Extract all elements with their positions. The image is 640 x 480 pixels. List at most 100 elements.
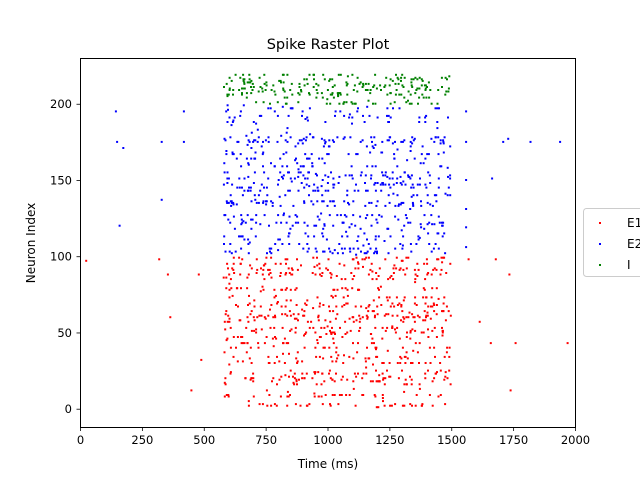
spike-marker bbox=[245, 326, 248, 329]
spike-marker bbox=[280, 134, 283, 137]
spike-marker bbox=[286, 96, 289, 99]
spike-marker bbox=[435, 304, 438, 306]
spike-marker bbox=[282, 87, 285, 90]
spike-marker bbox=[252, 380, 255, 383]
spike-marker bbox=[398, 268, 401, 271]
spike-marker bbox=[399, 175, 402, 178]
spike-marker bbox=[262, 288, 265, 291]
spike-marker bbox=[300, 90, 303, 93]
spike-marker bbox=[412, 78, 415, 81]
spike-marker bbox=[282, 81, 285, 84]
spike-marker bbox=[274, 262, 277, 265]
spike-marker bbox=[328, 79, 331, 82]
spike-marker bbox=[323, 326, 326, 329]
spike-marker bbox=[323, 224, 326, 227]
spike-marker bbox=[393, 305, 396, 308]
spike-marker bbox=[316, 296, 319, 299]
spike-marker bbox=[318, 262, 321, 265]
spike-marker bbox=[348, 174, 351, 177]
legend-marker bbox=[599, 243, 601, 245]
spike-marker bbox=[223, 137, 226, 140]
spike-marker bbox=[333, 331, 336, 334]
spike-marker bbox=[278, 79, 281, 82]
spike-marker bbox=[255, 272, 258, 274]
spike-marker bbox=[442, 302, 445, 305]
spike-marker bbox=[373, 136, 376, 139]
spike-marker bbox=[277, 183, 279, 186]
spike-marker bbox=[322, 235, 325, 238]
spike-marker bbox=[378, 374, 381, 377]
spike-marker bbox=[348, 226, 351, 229]
spike-marker bbox=[320, 395, 323, 398]
spike-marker bbox=[403, 224, 406, 227]
spike-marker bbox=[346, 378, 349, 381]
spike-marker bbox=[404, 183, 407, 186]
spike-marker bbox=[229, 371, 232, 374]
spike-marker bbox=[351, 177, 354, 180]
spike-marker bbox=[465, 246, 468, 249]
spike-marker bbox=[301, 110, 304, 113]
spike-marker bbox=[321, 96, 324, 99]
spike-marker bbox=[323, 223, 326, 226]
spike-marker bbox=[394, 328, 396, 331]
spike-marker bbox=[324, 142, 327, 145]
spike-marker bbox=[354, 305, 357, 308]
spike-marker bbox=[261, 403, 264, 406]
spike-marker bbox=[273, 326, 276, 329]
spike-marker bbox=[236, 287, 239, 290]
spike-marker bbox=[352, 357, 355, 360]
spike-marker bbox=[297, 142, 300, 145]
spike-marker bbox=[430, 250, 433, 253]
spike-marker bbox=[158, 258, 161, 261]
spike-marker bbox=[330, 294, 333, 297]
spike-marker bbox=[375, 204, 378, 207]
spike-marker bbox=[407, 175, 410, 178]
spike-marker bbox=[293, 383, 296, 386]
spike-marker bbox=[290, 82, 293, 85]
spike-marker bbox=[328, 139, 331, 142]
spike-marker bbox=[363, 121, 366, 123]
spike-marker bbox=[224, 383, 227, 386]
spike-marker bbox=[396, 177, 399, 180]
spike-marker bbox=[272, 84, 275, 87]
spike-marker bbox=[362, 372, 365, 375]
spike-marker bbox=[298, 378, 300, 381]
spike-marker bbox=[311, 272, 314, 274]
spike-marker bbox=[239, 76, 242, 79]
x-tick-label: 750 bbox=[255, 433, 277, 447]
spike-marker bbox=[337, 182, 340, 184]
spike-marker bbox=[332, 296, 334, 299]
spike-marker bbox=[317, 371, 320, 374]
spike-marker bbox=[316, 339, 319, 342]
spike-marker bbox=[268, 247, 271, 250]
spike-marker bbox=[265, 203, 268, 206]
spike-marker bbox=[231, 267, 234, 270]
spike-marker bbox=[383, 404, 386, 407]
spike-marker bbox=[374, 73, 377, 76]
spike-marker bbox=[247, 400, 250, 403]
spike-marker bbox=[424, 87, 427, 90]
spike-marker bbox=[324, 394, 327, 396]
spike-marker bbox=[355, 319, 358, 322]
spike-marker bbox=[267, 355, 270, 358]
spike-marker bbox=[423, 310, 426, 313]
spike-marker bbox=[344, 333, 347, 335]
spike-marker bbox=[422, 162, 425, 165]
spike-marker bbox=[236, 360, 239, 363]
spike-marker bbox=[289, 299, 292, 302]
spike-marker bbox=[378, 214, 381, 217]
spike-marker bbox=[408, 102, 411, 105]
y-tick-label: 100 bbox=[50, 250, 72, 264]
spike-marker bbox=[413, 316, 416, 319]
spike-marker bbox=[436, 107, 439, 110]
spike-marker bbox=[229, 200, 232, 203]
spike-marker bbox=[386, 349, 389, 352]
spike-marker bbox=[332, 342, 335, 345]
spike-marker bbox=[349, 329, 352, 332]
spike-marker bbox=[282, 89, 285, 91]
spike-marker bbox=[343, 101, 346, 104]
spike-marker bbox=[401, 247, 404, 250]
spike-marker bbox=[333, 249, 336, 252]
spike-marker bbox=[323, 380, 326, 383]
spike-marker bbox=[409, 145, 412, 148]
